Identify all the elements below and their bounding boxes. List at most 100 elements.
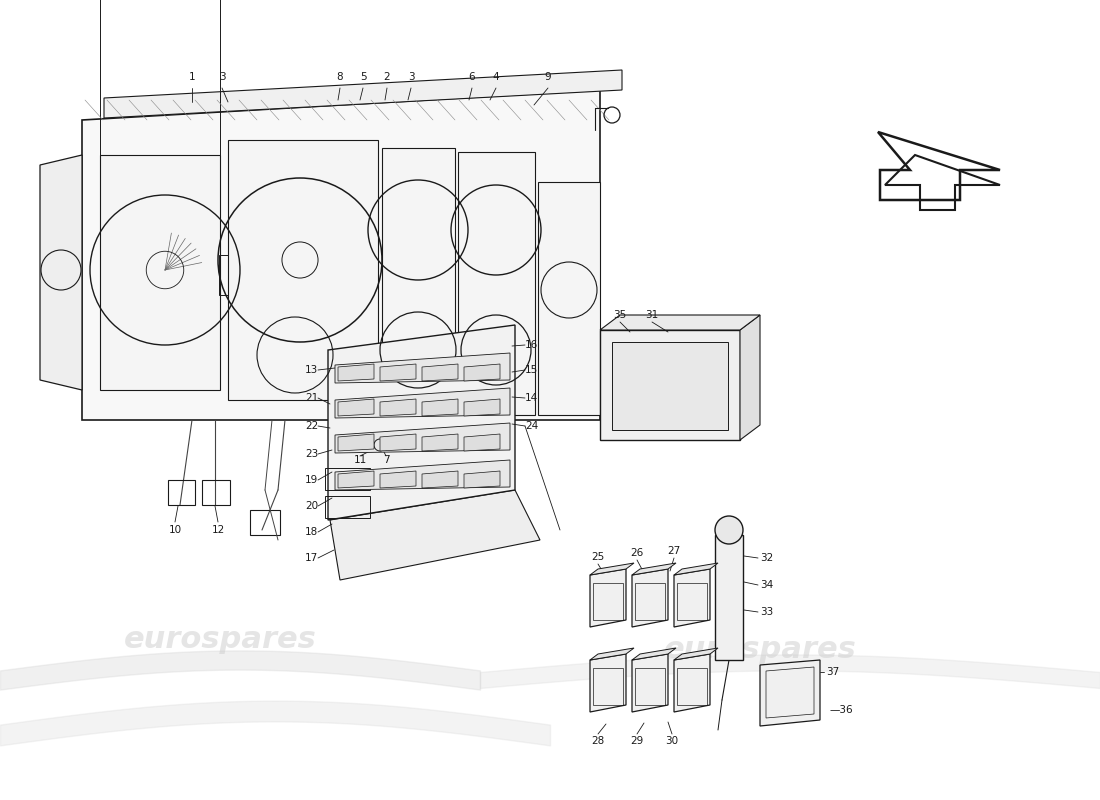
Polygon shape (336, 388, 510, 418)
Bar (676, 583, 707, 620)
Polygon shape (464, 434, 500, 451)
Text: 26: 26 (630, 548, 644, 558)
Text: 27: 27 (668, 546, 681, 556)
Polygon shape (40, 155, 82, 390)
Text: 28: 28 (592, 736, 605, 746)
Bar (202, 480, 230, 505)
Text: 4: 4 (493, 72, 499, 82)
Text: 34: 34 (760, 580, 773, 590)
Bar (715, 535, 742, 660)
Bar (593, 583, 623, 620)
Bar (593, 668, 623, 705)
Polygon shape (336, 460, 510, 490)
Text: 32: 32 (760, 553, 773, 563)
Bar (538, 182, 600, 415)
Text: 3: 3 (408, 72, 415, 82)
Text: 18: 18 (305, 527, 318, 537)
Polygon shape (590, 648, 634, 660)
Bar (168, 480, 195, 505)
Polygon shape (464, 364, 500, 381)
Bar (324, 496, 370, 518)
Text: 15: 15 (525, 365, 538, 375)
Bar (219, 255, 228, 295)
Bar (100, 0, 220, 155)
Polygon shape (464, 399, 500, 416)
Text: 9: 9 (544, 72, 551, 82)
Text: eurospares: eurospares (663, 635, 857, 665)
Polygon shape (82, 90, 600, 420)
Polygon shape (590, 563, 634, 575)
Bar (458, 152, 535, 415)
Polygon shape (674, 654, 710, 712)
Polygon shape (632, 569, 668, 627)
Polygon shape (600, 315, 760, 330)
Polygon shape (590, 654, 626, 712)
Text: 24: 24 (525, 421, 538, 431)
Polygon shape (632, 654, 668, 712)
Polygon shape (379, 471, 416, 488)
Text: 20: 20 (305, 501, 318, 511)
Bar (250, 510, 280, 535)
Text: 31: 31 (646, 310, 659, 320)
Polygon shape (612, 342, 728, 430)
Polygon shape (674, 569, 710, 627)
Text: 1: 1 (189, 72, 196, 82)
Bar (779, 706, 793, 720)
Bar (676, 668, 707, 705)
Polygon shape (632, 563, 676, 575)
Text: 3: 3 (219, 72, 225, 82)
Text: 6: 6 (469, 72, 475, 82)
Text: 16: 16 (525, 340, 538, 350)
Polygon shape (600, 330, 740, 440)
Polygon shape (338, 471, 374, 488)
Polygon shape (379, 434, 416, 451)
Text: 2: 2 (384, 72, 390, 82)
Bar (324, 468, 370, 490)
Polygon shape (674, 563, 718, 575)
Polygon shape (379, 399, 416, 416)
Text: 13: 13 (305, 365, 318, 375)
Text: eurospares: eurospares (123, 626, 317, 654)
Bar (796, 706, 810, 720)
Polygon shape (422, 364, 458, 381)
Text: 37: 37 (826, 667, 839, 677)
Bar (635, 668, 666, 705)
Polygon shape (330, 490, 540, 580)
Circle shape (715, 516, 742, 544)
Polygon shape (104, 70, 622, 118)
Text: 14: 14 (525, 393, 538, 403)
Polygon shape (328, 325, 515, 520)
Text: 5: 5 (360, 72, 366, 82)
Polygon shape (336, 423, 510, 453)
Text: 19: 19 (305, 475, 318, 485)
Polygon shape (422, 434, 458, 451)
Polygon shape (338, 434, 374, 451)
Text: 30: 30 (666, 736, 679, 746)
Bar (762, 706, 776, 720)
Polygon shape (632, 648, 676, 660)
Text: 33: 33 (760, 607, 773, 617)
Bar (635, 583, 666, 620)
Text: 8: 8 (337, 72, 343, 82)
Polygon shape (464, 471, 500, 488)
Polygon shape (740, 315, 760, 440)
Polygon shape (674, 648, 718, 660)
Polygon shape (422, 399, 458, 416)
Text: 23: 23 (305, 449, 318, 459)
Text: —36: —36 (830, 705, 854, 715)
Text: 29: 29 (630, 736, 644, 746)
Text: 7: 7 (383, 455, 389, 465)
Polygon shape (338, 364, 374, 381)
Polygon shape (379, 364, 416, 381)
Polygon shape (422, 471, 458, 488)
Text: 11: 11 (353, 455, 366, 465)
Text: 17: 17 (305, 553, 318, 563)
Text: 22: 22 (305, 421, 318, 431)
Text: 21: 21 (305, 393, 318, 403)
Bar (100, 155, 220, 390)
Polygon shape (760, 660, 820, 726)
Polygon shape (590, 569, 626, 627)
Text: 25: 25 (592, 552, 605, 562)
Polygon shape (336, 353, 510, 383)
Bar (228, 140, 378, 400)
